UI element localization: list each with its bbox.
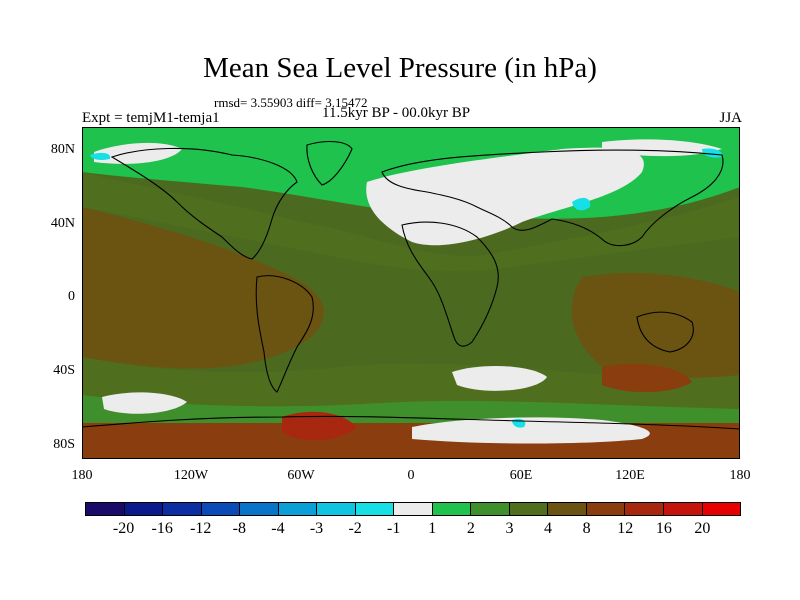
colorbar-label: -12 [190,520,212,537]
colorbar-label: -1 [387,520,401,537]
colorbar-label: 16 [655,520,672,537]
colorbar-swatch-1 [124,503,164,515]
siberia-cyan-patch [702,148,723,158]
experiment-label: Expt = temjM1-temja1 [82,110,220,126]
colorbar-swatch-10 [471,503,510,515]
colorbar-swatch-0 [86,503,125,515]
season-label: JJA [719,110,742,126]
arctic-cyan-patch [90,152,111,160]
colorbar-label: 4 [544,520,553,537]
coast-greenland [306,140,353,186]
colorbar-swatch-13 [586,503,626,515]
lon-label-120w: 120W [173,468,209,483]
map-frame [82,127,740,459]
colorbar-swatch-6 [317,503,356,515]
coast-north-america [110,147,298,260]
pacific-brown-patch [602,363,692,393]
colorbar-label: -4 [271,520,285,537]
coast-australia [636,311,694,353]
colorbar-swatch-12 [548,503,587,515]
colorbar-swatch-2 [163,503,202,515]
colorbar-label: -3 [309,520,324,537]
lon-label-60e: 60E [509,468,533,483]
colorbar-label: 3 [505,520,514,537]
tropical-brown-east [571,272,740,391]
coastlines [82,140,740,430]
arctic-white-east [602,139,722,157]
colorbar-swatch-14 [625,503,664,515]
antarctic-red-patch [282,411,357,441]
colorbar-swatch-16 [702,503,741,515]
stats-text: rmsd= 3.55903 diff= 3.15472 [214,95,368,110]
colorbar-swatch-5 [278,503,318,515]
lon-label-60w: 60W [287,468,315,483]
lat-label-80n: 80N [50,142,75,157]
colorbar-swatch-15 [663,503,703,515]
lat-label-40n: 40N [50,216,75,231]
colorbar-swatch-11 [509,503,549,515]
lat-label-0: 0 [68,289,75,304]
colorbar-label: 1 [428,520,437,537]
coast-south-america [255,275,314,393]
band-north-olive [82,172,740,272]
colorbar-swatch-9 [432,503,472,515]
eurasia-white-region [366,147,644,246]
lat-label-40s: 40S [53,363,75,378]
coast-europe-asia [381,149,724,247]
colorbar-label: -2 [348,520,362,537]
lon-label-120e: 120E [615,468,645,483]
lon-label-180e: 180 [729,468,751,483]
coast-antarctica [82,415,740,430]
tropical-brown-west [82,207,325,369]
colorbar-swatch-8 [394,503,433,515]
southern-ocean-white [412,417,650,444]
colorbar-label: -20 [112,520,135,537]
colorbar-label: 8 [582,520,591,537]
lon-label-0: 0 [407,468,415,483]
lat-label-80s: 80S [53,437,75,452]
south-pacific-white [102,392,187,414]
asia-cyan-patch [572,197,591,211]
colorbar-label: -16 [151,520,173,537]
arctic-white-west [94,142,182,164]
colorbar [85,502,741,516]
pressure-anomaly-map [82,127,740,459]
colorbar-label: 12 [617,520,634,537]
colorbar-label: 20 [694,520,711,537]
colorbar-label: 2 [466,520,475,537]
map-title: Mean Sea Level Pressure (in hPa) [203,52,597,84]
lon-label-180w: 180 [71,468,93,483]
colorbar-label: -8 [232,520,246,537]
south-atlantic-white [452,365,547,391]
colorbar-swatch-3 [201,503,241,515]
southern-olive-band [82,357,740,412]
colorbar-swatch-4 [240,503,279,515]
colorbar-swatch-7 [355,503,395,515]
period-label: 11.5kyr BP - 00.0kyr BP [322,105,471,121]
coast-africa [401,221,499,347]
